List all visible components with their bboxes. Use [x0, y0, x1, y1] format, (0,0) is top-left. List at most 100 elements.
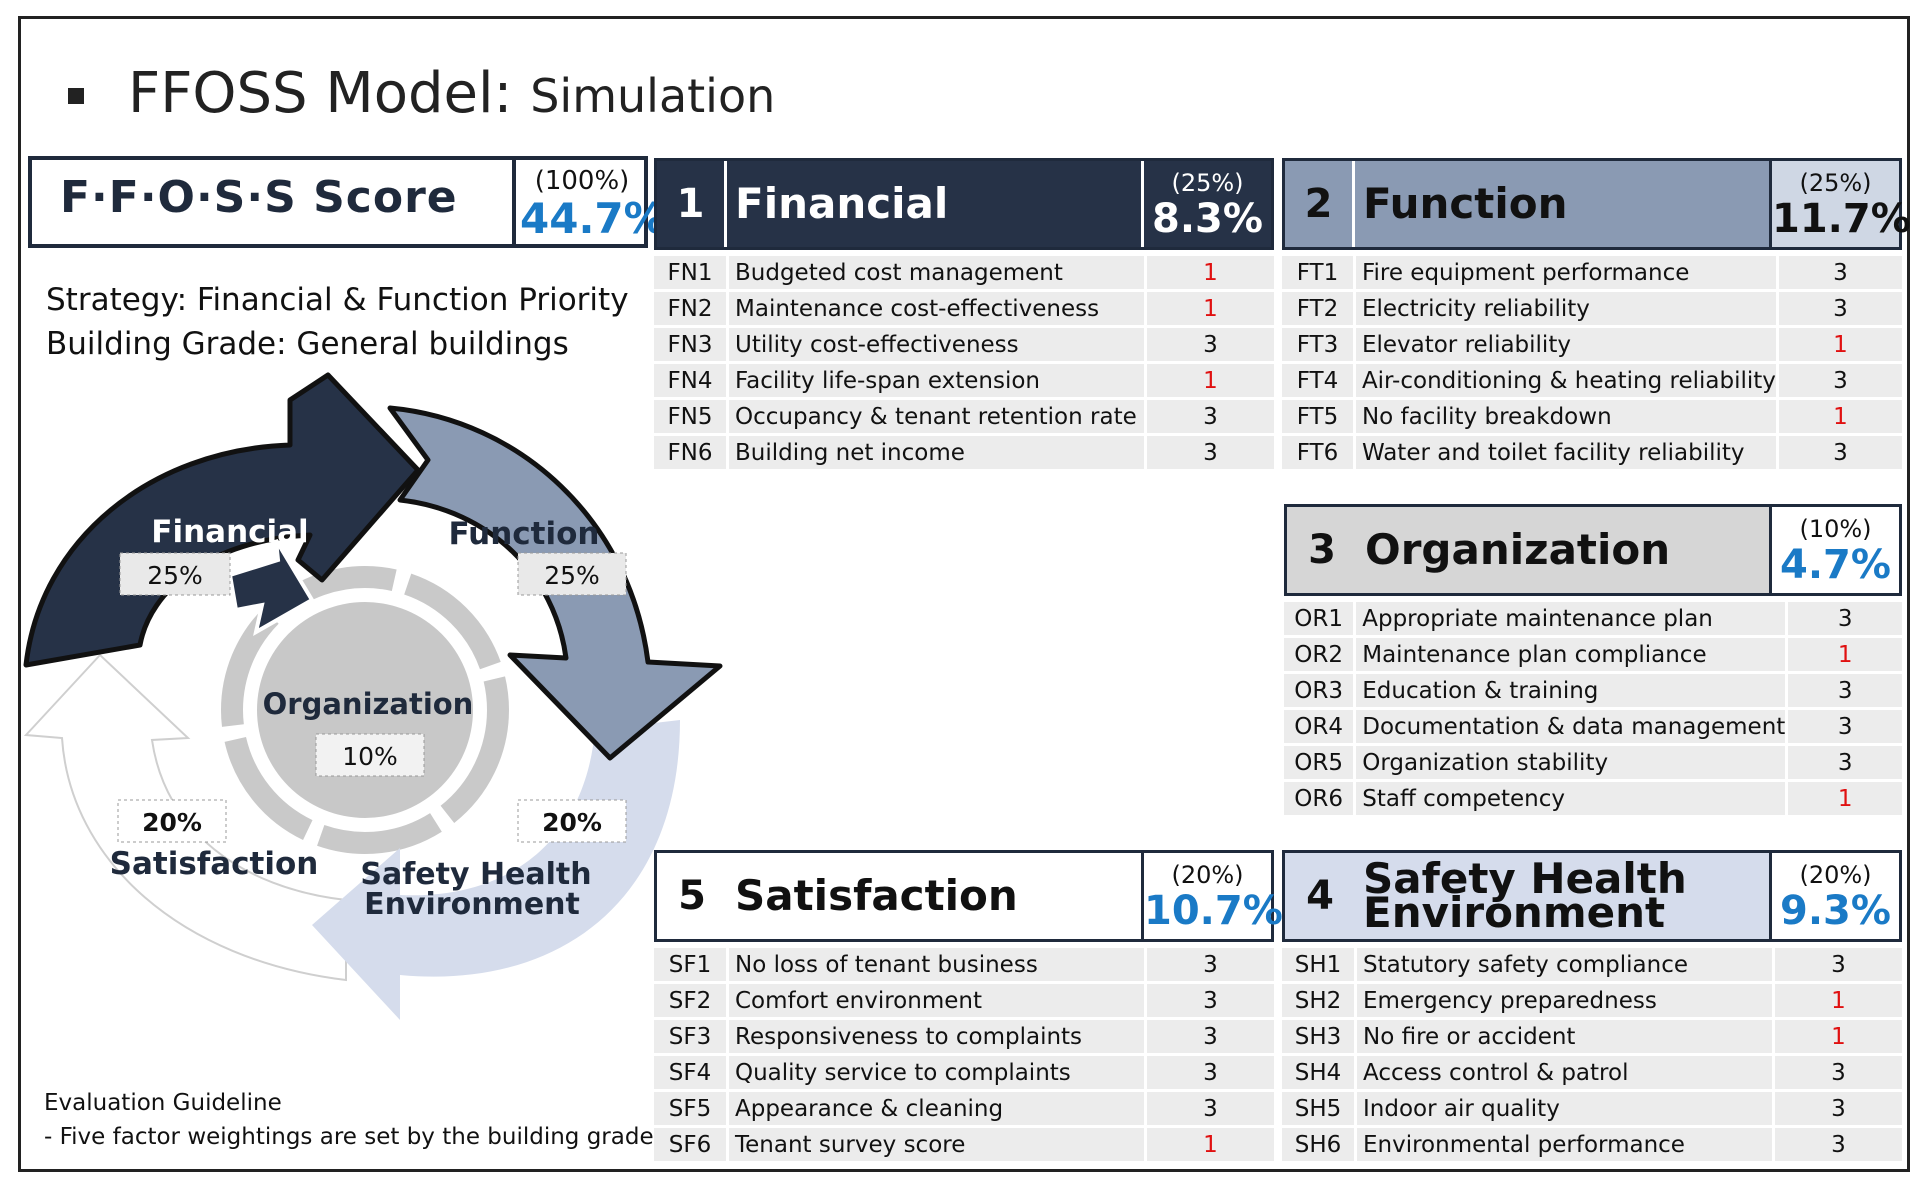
building-grade-line: Building Grade: General buildings [46, 326, 569, 362]
item-score: 3 [1785, 746, 1902, 779]
table-row: OR4 Documentation & data management 3 [1284, 710, 1902, 743]
item-score: 3 [1775, 256, 1902, 289]
table-row: FN3 Utility cost-effectiveness 3 [654, 328, 1274, 361]
item-label: Responsiveness to complaints [726, 1020, 1144, 1053]
table-row: FT6 Water and toilet facility reliability… [1282, 436, 1902, 469]
item-score: 1 [1144, 292, 1274, 325]
safety-items-table: SH1 Statutory safety compliance 3 SH2 Emerge… [1282, 945, 1902, 1164]
organization-items-table: OR1 Appropriate maintenance plan 3 OR2 Maint… [1284, 599, 1902, 818]
item-code: OR3 [1284, 674, 1354, 707]
safety-label-line1: Safety Health [360, 857, 591, 892]
table-row: FN5 Occupancy & tenant retention rate 3 [654, 400, 1274, 433]
item-label: Environmental performance [1354, 1128, 1772, 1161]
item-score: 3 [1772, 1092, 1902, 1125]
item-code: FT2 [1282, 292, 1353, 325]
item-score: 3 [1772, 1056, 1902, 1089]
item-score: 3 [1144, 948, 1274, 981]
item-code: SF6 [654, 1128, 726, 1161]
item-score: 3 [1144, 328, 1274, 361]
item-label: Tenant survey score [726, 1128, 1144, 1161]
table-row: FT3 Elevator reliability 1 [1282, 328, 1902, 361]
item-label: Maintenance plan compliance [1353, 638, 1786, 671]
table-row: FN6 Building net income 3 [654, 436, 1274, 469]
item-score: 1 [1772, 1020, 1902, 1053]
item-label: No loss of tenant business [726, 948, 1144, 981]
item-code: FT6 [1282, 436, 1353, 469]
total-score-box: F·F·O·S·S Score (100%) 44.7% [28, 156, 666, 248]
factor-score-box: (25%) 8.3% [1141, 161, 1271, 247]
strategy-line: Strategy: Financial & Function Priority [46, 282, 629, 318]
factor-weight: (25%) [1171, 169, 1244, 197]
table-row: SH6 Environmental performance 3 [1282, 1128, 1902, 1161]
total-score-weight: (100%) [534, 166, 630, 196]
item-score: 3 [1144, 400, 1274, 433]
satisfaction-weight: 20% [142, 808, 202, 837]
factor-weight: (20%) [1171, 861, 1244, 889]
safety-weight: 20% [542, 808, 602, 837]
factor-number: 4 [1306, 873, 1334, 919]
factor-weight: (20%) [1799, 861, 1872, 889]
item-label: Appropriate maintenance plan [1353, 602, 1786, 635]
item-code: SF2 [654, 984, 726, 1017]
factor-number: 5 [678, 873, 706, 919]
item-code: SH2 [1282, 984, 1354, 1017]
item-score: 1 [1775, 328, 1902, 361]
item-score: 1 [1144, 1128, 1274, 1161]
table-row: SF6 Tenant survey score 1 [654, 1128, 1274, 1161]
factor-value: 4.7% [1780, 542, 1891, 588]
table-row: FN2 Maintenance cost-effectiveness 1 [654, 292, 1274, 325]
table-row: FT4 Air-conditioning & heating reliabilit… [1282, 364, 1902, 397]
factor-name: Function [1363, 179, 1568, 228]
function-weight: 25% [544, 561, 600, 590]
item-code: SH6 [1282, 1128, 1354, 1161]
function-weight-box [517, 552, 627, 596]
factor-header-satisfaction: 5 Satisfaction (20%) 10.7% [654, 850, 1283, 942]
item-label: Appearance & cleaning [726, 1092, 1144, 1125]
item-label: Staff competency [1353, 782, 1786, 815]
item-label: Access control & patrol [1354, 1056, 1772, 1089]
item-score: 1 [1144, 256, 1274, 289]
factor-name-line1: Safety Health [1363, 854, 1687, 903]
factor-score-box: (20%) 10.7% [1141, 853, 1283, 939]
item-code: SF3 [654, 1020, 726, 1053]
item-code: FT3 [1282, 328, 1353, 361]
financial-items-table: FN1 Budgeted cost management 1 FN2 Maintenan… [654, 253, 1274, 472]
item-label: Budgeted cost management [726, 256, 1144, 289]
item-score: 3 [1772, 1128, 1902, 1161]
item-label: Fire equipment performance [1352, 256, 1776, 289]
item-label: Indoor air quality [1354, 1092, 1772, 1125]
factor-score-box: (25%) 11.7% [1769, 161, 1911, 247]
item-label: Maintenance cost-effectiveness [726, 292, 1144, 325]
item-score: 3 [1775, 364, 1902, 397]
item-code: FN5 [654, 400, 726, 433]
factor-value: 8.3% [1152, 196, 1263, 242]
item-label: Utility cost-effectiveness [726, 328, 1144, 361]
safety-weight-box [517, 799, 627, 843]
table-row: SF4 Quality service to complaints 3 [654, 1056, 1274, 1089]
guideline-title: Evaluation Guideline [44, 1090, 282, 1116]
factor-value: 11.7% [1772, 196, 1911, 242]
organization-label: Organization [263, 687, 474, 721]
factor-name-line2: Environment [1363, 888, 1666, 937]
total-score-value: 44.7% [520, 194, 666, 243]
item-score: 3 [1144, 1020, 1274, 1053]
factor-score-box: (20%) 9.3% [1769, 853, 1899, 939]
item-score: 3 [1144, 436, 1274, 469]
item-label: Education & training [1353, 674, 1786, 707]
factor-name: Organization [1365, 525, 1671, 574]
table-row: SH5 Indoor air quality 3 [1282, 1092, 1902, 1125]
factor-header-function: 2 Function (25%) 11.7% [1282, 158, 1911, 250]
financial-inner-arrow [227, 538, 315, 636]
title-sub: Simulation [530, 69, 776, 123]
item-score: 1 [1772, 984, 1902, 1017]
strategy-text: Strategy: Financial & Function Priority … [46, 278, 629, 366]
satisfaction-items-table: SF1 No loss of tenant business 3 SF2 Comfort… [654, 945, 1274, 1164]
organization-weight: 10% [342, 742, 398, 771]
item-label: Water and toilet facility reliability [1352, 436, 1776, 469]
function-items-table: FT1 Fire equipment performance 3 FT2 Electri… [1282, 253, 1902, 472]
item-code: SH4 [1282, 1056, 1354, 1089]
score-divider [512, 160, 516, 244]
slide-title: FFOSS Model: Simulation [128, 66, 775, 122]
item-code: FN3 [654, 328, 726, 361]
item-code: FT4 [1282, 364, 1353, 397]
